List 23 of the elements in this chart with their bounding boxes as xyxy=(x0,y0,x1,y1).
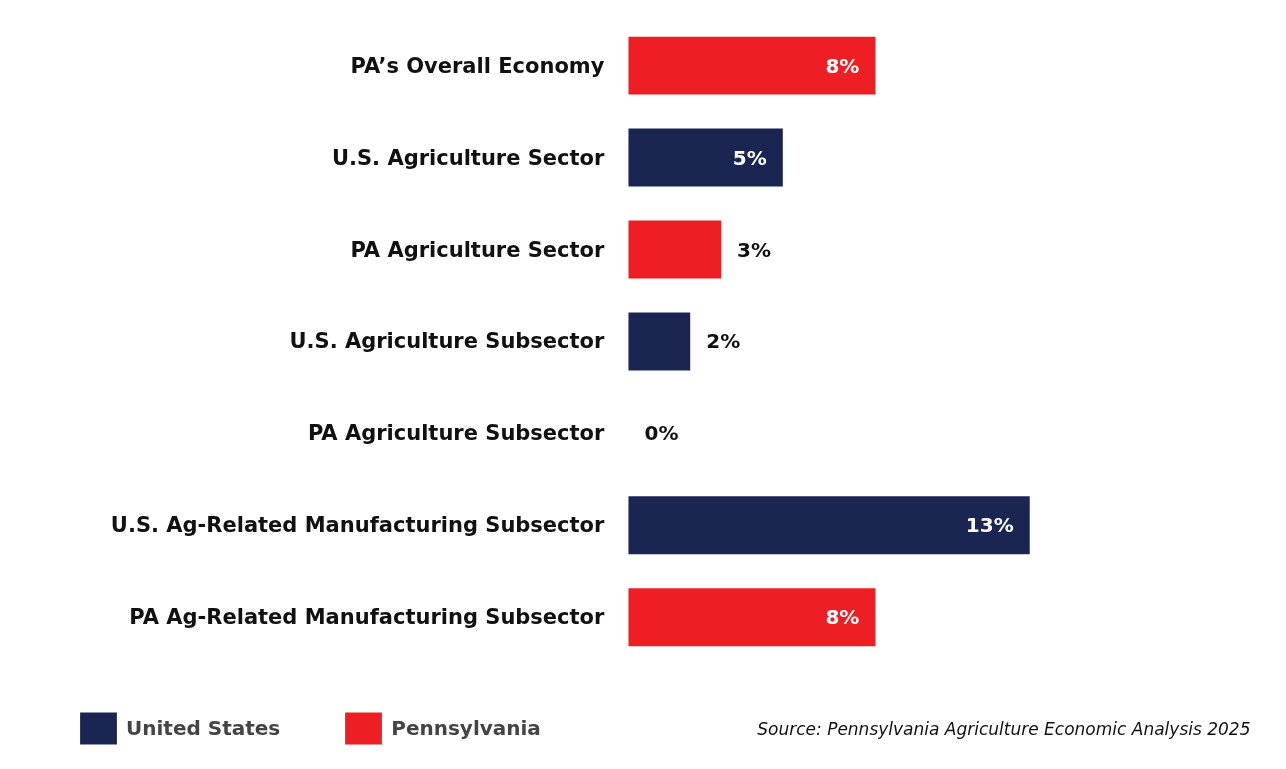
data-label: 5% xyxy=(732,145,767,170)
bar xyxy=(628,220,722,279)
y-tick-label: U.S. Agriculture Subsector xyxy=(289,329,606,354)
y-tick-label: PA’s Overall Economy xyxy=(350,53,605,78)
data-label: 8% xyxy=(825,53,860,78)
legend-label: United States xyxy=(126,716,281,740)
data-label: 3% xyxy=(737,237,772,262)
legend-label: Pennsylvania xyxy=(391,716,541,740)
y-tick-label: U.S. Agriculture Sector xyxy=(331,145,606,170)
y-tick-label: U.S. Ag-Related Manufacturing Subsector xyxy=(110,513,606,538)
y-tick-label: PA Agriculture Subsector xyxy=(307,421,606,446)
data-label: 0% xyxy=(644,421,679,446)
bar xyxy=(628,496,1030,555)
bar xyxy=(628,128,783,187)
source-note: Source: Pennsylvania Agriculture Economic Analysis 2025 xyxy=(757,718,1251,739)
data-label: 2% xyxy=(706,329,741,354)
y-tick-label: PA Agriculture Sector xyxy=(350,237,606,262)
bar xyxy=(628,312,691,371)
bar xyxy=(628,588,876,647)
y-tick-label: PA Ag-Related Manufacturing Subsector xyxy=(129,605,606,630)
bar xyxy=(628,36,876,95)
data-label: 13% xyxy=(965,513,1014,538)
data-label: 8% xyxy=(825,605,860,630)
